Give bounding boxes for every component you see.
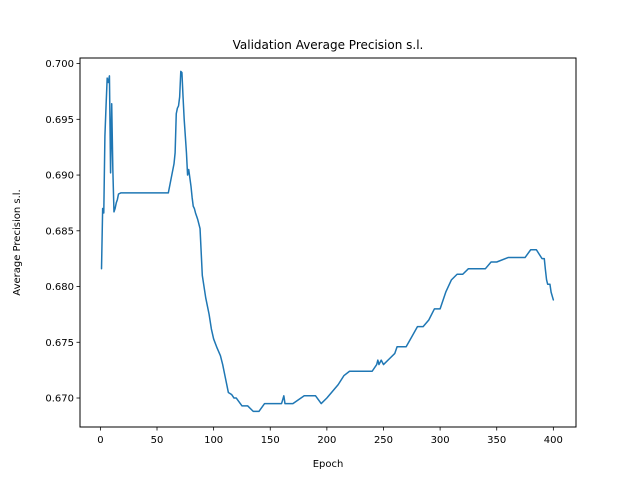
y-tick-label: 0.685 bbox=[45, 226, 74, 237]
x-tick-label: 0 bbox=[97, 435, 103, 446]
y-axis-label: Average Precision s.l. bbox=[12, 189, 23, 295]
y-tick-label: 0.690 bbox=[45, 171, 74, 182]
plot-area bbox=[100, 70, 555, 413]
y-axis-ticks: 0.670 0.675 0.680 0.685 0.690 0.695 0.700 bbox=[45, 59, 80, 405]
x-tick-label: 400 bbox=[544, 435, 563, 446]
y-tick-label: 0.675 bbox=[45, 338, 74, 349]
plot-frame bbox=[79, 57, 577, 428]
x-tick-label: 300 bbox=[431, 435, 450, 446]
x-tick-label: 200 bbox=[317, 435, 336, 446]
x-tick-label: 150 bbox=[261, 435, 280, 446]
x-axis-ticks: 0 50 100 150 200 250 300 350 400 bbox=[97, 427, 563, 446]
y-tick-label: 0.700 bbox=[45, 59, 74, 70]
x-axis-label: Epoch bbox=[313, 459, 344, 470]
x-tick-label: 100 bbox=[204, 435, 223, 446]
y-tick-label: 0.680 bbox=[45, 282, 74, 293]
x-tick-label: 50 bbox=[151, 435, 164, 446]
y-tick-label: 0.670 bbox=[45, 394, 74, 405]
x-tick-label: 350 bbox=[487, 435, 506, 446]
series-line bbox=[100, 70, 555, 413]
y-tick-label: 0.695 bbox=[45, 115, 74, 126]
chart-title: Validation Average Precision s.l. bbox=[233, 38, 424, 52]
x-tick-label: 250 bbox=[374, 435, 393, 446]
